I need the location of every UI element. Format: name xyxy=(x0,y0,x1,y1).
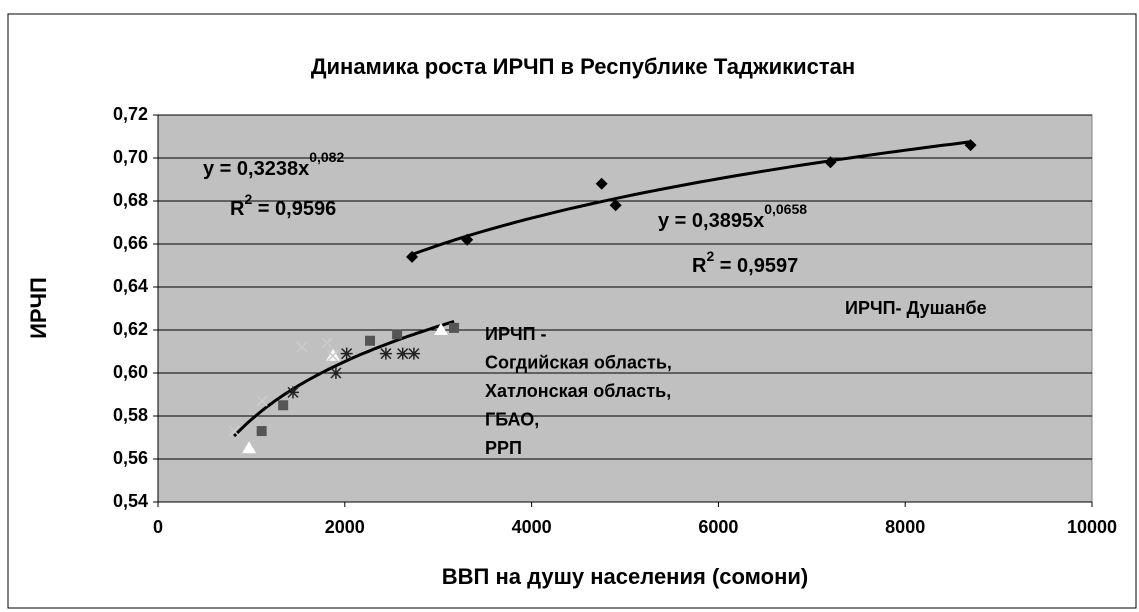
x-tick-label: 2000 xyxy=(325,517,365,537)
x-tick-label: 4000 xyxy=(512,517,552,537)
point xyxy=(242,441,257,454)
point xyxy=(256,395,268,407)
y-tick-label: 0,62 xyxy=(113,319,148,339)
x-axis-label: ВВП на душу населения (сомони) xyxy=(442,564,808,589)
point xyxy=(329,367,342,379)
point xyxy=(228,425,240,437)
point xyxy=(434,323,449,335)
equation: y = 0,3895x0,0658 xyxy=(658,201,807,233)
y-tick-label: 0,66 xyxy=(113,233,148,253)
plot-area xyxy=(157,114,1093,503)
annotation: Хатлонская область, xyxy=(485,381,671,401)
annotation: ГБАО, xyxy=(485,409,539,429)
x-tick-label: 6000 xyxy=(698,517,738,537)
annotation: ИРЧП - xyxy=(485,324,547,344)
point xyxy=(256,426,267,437)
r-symbol: R xyxy=(230,198,245,220)
r-squared: R2 = 0,9596 xyxy=(230,191,336,221)
r-squared: R2 = 0,9597 xyxy=(692,248,798,278)
x-tick-label: 10000 xyxy=(1067,517,1117,537)
r-value: = 0,9596 xyxy=(252,198,336,220)
point xyxy=(340,347,353,360)
r-exponent: 2 xyxy=(706,248,714,264)
y-tick-label: 0,60 xyxy=(113,362,148,382)
point xyxy=(609,199,622,212)
point xyxy=(461,233,474,246)
r-symbol: R xyxy=(692,255,707,277)
annotation: Согдийская область, xyxy=(485,352,672,372)
equation-exponent: 0,082 xyxy=(309,149,344,165)
point xyxy=(365,335,376,346)
point xyxy=(379,347,392,360)
y-tick-label: 0,58 xyxy=(113,405,148,425)
annotation: РРП xyxy=(485,438,522,458)
point xyxy=(964,139,977,152)
equation-formula: y = 0,3238x xyxy=(203,158,309,180)
trendline xyxy=(411,140,971,256)
y-axis-label: ИРЧП xyxy=(26,277,51,339)
point xyxy=(296,341,308,353)
y-tick-label: 0,70 xyxy=(113,147,148,167)
y-tick-label: 0,54 xyxy=(113,491,148,511)
trendline xyxy=(233,320,455,438)
y-tick-label: 0,68 xyxy=(113,190,148,210)
point xyxy=(407,347,420,360)
point xyxy=(321,337,333,349)
point xyxy=(278,400,289,411)
chart-title: Динамика роста ИРЧП в Республике Таджики… xyxy=(311,54,855,79)
annotation: ИРЧП- Душанбе xyxy=(845,298,987,318)
equation-formula: y = 0,3895x xyxy=(658,210,764,232)
x-tick-label: 8000 xyxy=(885,517,925,537)
point xyxy=(327,350,339,362)
point xyxy=(286,386,299,399)
r-value: = 0,9597 xyxy=(714,255,798,277)
equation-exponent: 0,0658 xyxy=(764,201,807,217)
point xyxy=(595,177,608,190)
equation: y = 0,3238x0,082 xyxy=(203,149,344,181)
point xyxy=(396,347,409,360)
point xyxy=(824,156,837,169)
x-tick-label: 0 xyxy=(153,517,163,537)
point xyxy=(406,250,419,263)
point xyxy=(449,322,460,333)
point xyxy=(392,329,403,340)
y-tick-label: 0,64 xyxy=(113,276,148,296)
r-exponent: 2 xyxy=(244,191,252,207)
y-tick-label: 0,56 xyxy=(113,448,148,468)
y-tick-label: 0,72 xyxy=(113,104,148,124)
